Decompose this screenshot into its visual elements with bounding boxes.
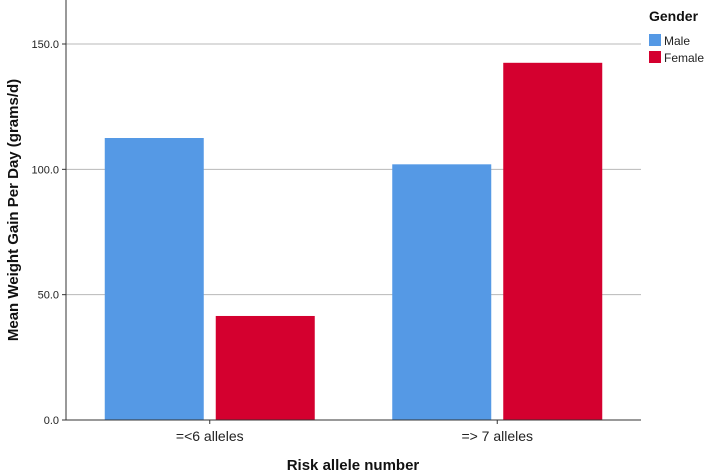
legend-items: Male Female <box>649 34 704 65</box>
y-axis-title: Mean Weight Gain Per Day (grams/d) <box>5 79 22 341</box>
bar-male-2 <box>392 164 492 420</box>
legend-title: Gender <box>649 8 699 24</box>
y-tick-label: 100.0 <box>31 164 59 176</box>
y-tick-labels: 0.0 50.0 100.0 150.0 <box>31 39 66 427</box>
y-tick-label: 150.0 <box>31 39 59 51</box>
x-category-label: =<6 alleles <box>176 428 244 444</box>
x-axis-title: Risk allele number <box>287 457 420 474</box>
bar-male-1 <box>104 138 204 420</box>
legend-swatch-male <box>649 34 661 46</box>
legend-label-female: Female <box>664 51 704 65</box>
bars <box>104 62 603 421</box>
x-category-label: => 7 alleles <box>461 428 533 444</box>
legend-label-male: Male <box>664 34 690 48</box>
bar-female-1 <box>215 315 315 420</box>
legend: Gender Male Female <box>649 8 704 65</box>
bar-female-2 <box>503 62 603 421</box>
y-tick-label: 50.0 <box>38 290 59 302</box>
legend-swatch-female <box>649 51 661 63</box>
y-tick-label: 0.0 <box>44 415 59 427</box>
x-category-labels: =<6 alleles => 7 alleles <box>176 420 533 444</box>
